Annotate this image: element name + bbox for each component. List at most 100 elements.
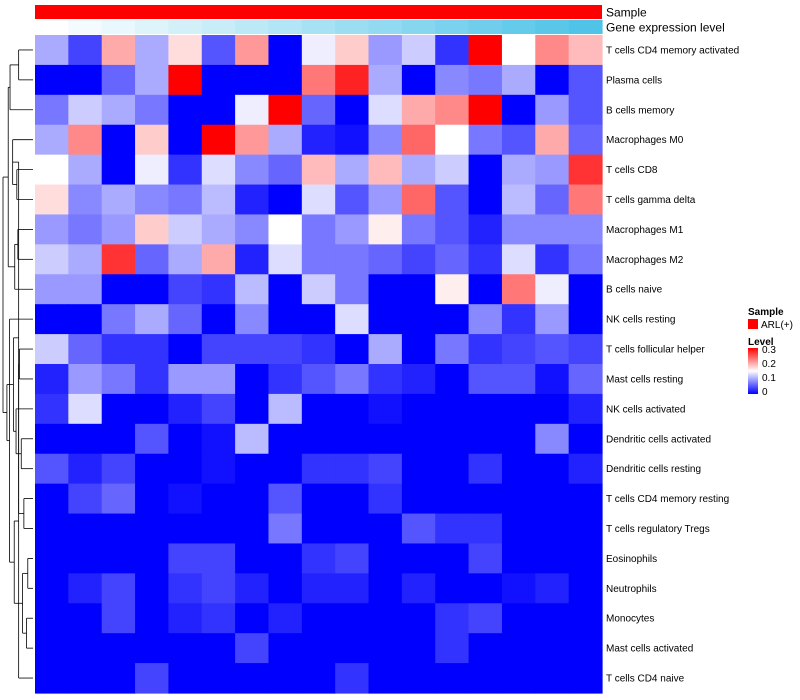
heatmap-cell — [401, 364, 436, 395]
heatmap-cell — [301, 483, 336, 515]
heatmap-cell — [101, 633, 136, 664]
heatmap-cell — [101, 244, 136, 275]
heatmap-cell — [168, 124, 203, 156]
heatmap-cell — [568, 274, 603, 305]
heatmap-cell — [401, 543, 436, 574]
heatmap-cell — [268, 244, 303, 275]
heatmap-cell — [301, 543, 336, 574]
heatmap-cell — [568, 423, 603, 455]
heatmap-cell — [301, 423, 336, 455]
heatmap-cell — [501, 364, 536, 395]
heatmap-cell — [101, 274, 136, 305]
heatmap-cell — [168, 154, 203, 186]
heatmap-cell — [301, 244, 336, 275]
heatmap-cell — [501, 154, 536, 186]
heatmap-cell — [335, 274, 370, 305]
row-label: T cells regulatory Tregs — [606, 524, 710, 535]
heatmap-cell — [35, 543, 69, 574]
gene-expression-annotation-cell — [168, 20, 203, 34]
heatmap-cell — [335, 364, 370, 395]
heatmap-cell — [401, 573, 436, 604]
gene-expression-annotation-cell — [568, 20, 603, 34]
heatmap-cell — [201, 334, 236, 365]
heatmap-cell — [68, 423, 103, 455]
heatmap-cell — [68, 483, 103, 515]
heatmap-cell — [368, 304, 403, 335]
heatmap-cell — [68, 513, 103, 545]
heatmap-cell — [401, 423, 436, 455]
heatmap-cell — [268, 483, 303, 515]
heatmap-cell — [101, 573, 136, 604]
heatmap-cell — [568, 244, 603, 275]
heatmap-cell — [235, 603, 270, 634]
heatmap-cell — [101, 154, 136, 186]
heatmap-cell — [535, 543, 570, 574]
row-label: Eosinophils — [606, 554, 657, 565]
heatmap-cell — [501, 334, 536, 365]
heatmap-cell — [568, 663, 603, 694]
heatmap-cell — [368, 244, 403, 275]
heatmap-cell — [101, 334, 136, 365]
heatmap-cell — [35, 393, 69, 425]
heatmap-cell — [301, 64, 336, 96]
heatmap-cell — [101, 423, 136, 455]
heatmap-cell — [368, 453, 403, 485]
heatmap-cell — [101, 483, 136, 515]
row-label: Plasma cells — [606, 75, 662, 86]
heatmap-cell — [101, 603, 136, 634]
heatmap-cell — [135, 334, 170, 365]
heatmap-cell — [135, 64, 170, 96]
heatmap-cell — [568, 573, 603, 604]
heatmap-cell — [568, 543, 603, 574]
heatmap-cell — [435, 304, 470, 335]
heatmap-cell — [168, 663, 203, 694]
heatmap-cell — [435, 244, 470, 275]
heatmap-cell — [35, 513, 69, 545]
heatmap-cell — [168, 244, 203, 275]
heatmap-cell — [201, 663, 236, 694]
row-label: Macrophages M2 — [606, 255, 684, 266]
row-label: T cells CD4 memory resting — [606, 494, 729, 505]
heatmap-cell — [301, 124, 336, 156]
heatmap-cell — [268, 543, 303, 574]
gene-expression-annotation-cell — [401, 20, 436, 34]
heatmap-cell — [568, 35, 603, 66]
heatmap-cell — [68, 94, 103, 126]
heatmap-cell — [368, 483, 403, 515]
heatmap-cell — [68, 334, 103, 365]
heatmap-cell — [435, 453, 470, 485]
heatmap-cell — [201, 393, 236, 425]
heatmap-cell — [301, 513, 336, 545]
row-label: Mast cells activated — [606, 644, 693, 655]
legend-sample-title: Sample — [748, 307, 784, 318]
heatmap-cell — [568, 64, 603, 96]
heatmap-cell — [468, 483, 503, 515]
heatmap-cell — [435, 603, 470, 634]
heatmap-cell — [135, 513, 170, 545]
heatmap-cell — [35, 334, 69, 365]
heatmap-cell — [235, 304, 270, 335]
heatmap-cell — [35, 94, 69, 126]
heatmap-cell — [401, 633, 436, 664]
heatmap-cell — [101, 35, 136, 66]
heatmap-cell — [268, 364, 303, 395]
heatmap-cell — [201, 274, 236, 305]
heatmap-cell — [535, 244, 570, 275]
heatmap-cell — [268, 304, 303, 335]
row-label: Neutrophils — [606, 584, 657, 595]
heatmap-cell — [468, 573, 503, 604]
row-label: B cells naive — [606, 285, 663, 296]
heatmap-cell — [201, 513, 236, 545]
heatmap-cell — [135, 633, 170, 664]
gene-expression-annotation-cell — [135, 20, 170, 34]
heatmap-cell — [535, 334, 570, 365]
heatmap-cell — [235, 364, 270, 395]
heatmap-cell — [468, 274, 503, 305]
heatmap-cell — [501, 244, 536, 275]
heatmap-cell — [535, 184, 570, 216]
heatmap-cell — [568, 453, 603, 485]
heatmap-cell — [101, 214, 136, 245]
row-label: T cells CD4 memory activated — [606, 45, 739, 56]
heatmap-cell — [235, 513, 270, 545]
heatmap-cell — [201, 453, 236, 485]
